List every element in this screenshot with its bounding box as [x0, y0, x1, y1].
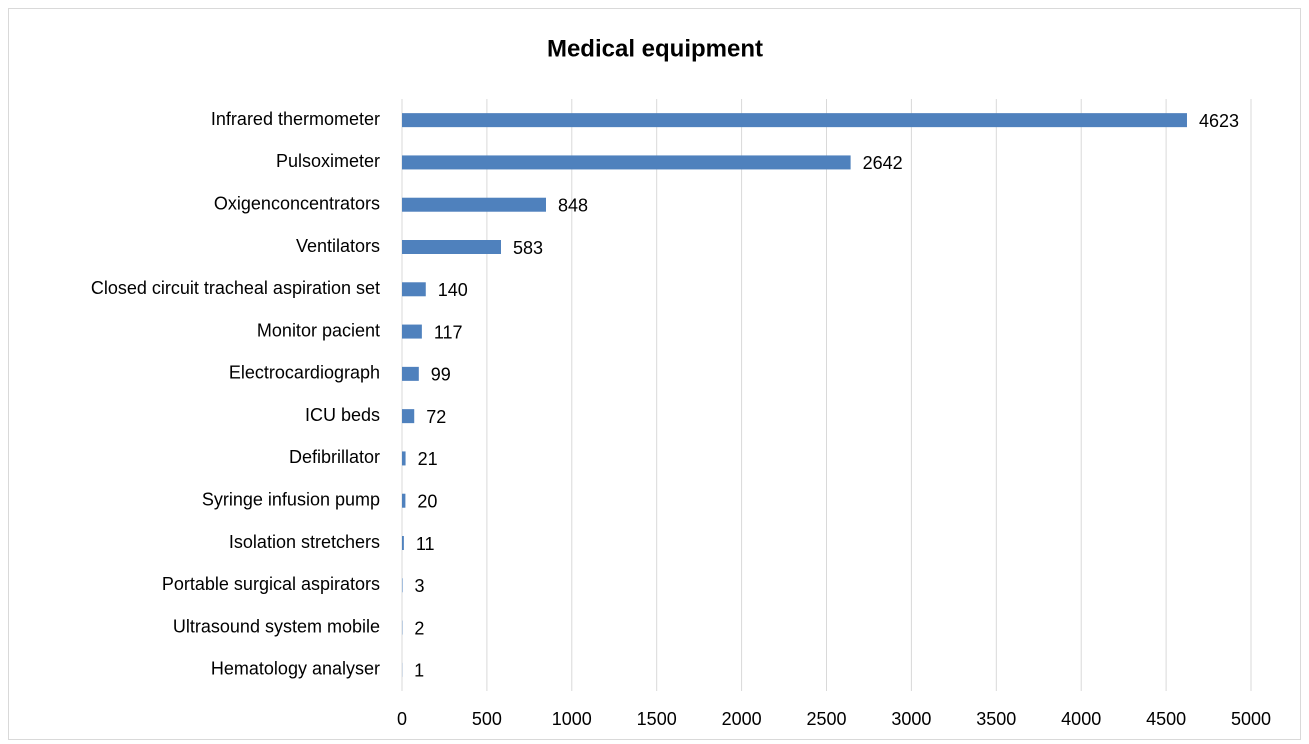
bar [402, 451, 406, 466]
bar [402, 282, 426, 297]
x-tick-label: 3000 [891, 709, 931, 729]
bar [402, 155, 851, 170]
data-label: 1 [414, 661, 424, 681]
chart-title: Medical equipment [547, 35, 763, 62]
bar [402, 493, 406, 508]
x-tick-label: 3500 [976, 709, 1016, 729]
x-tick-label: 4500 [1146, 709, 1186, 729]
y-tick-label: Isolation stretchers [229, 532, 380, 552]
data-label: 848 [558, 195, 588, 215]
bar [402, 240, 501, 254]
bar [402, 578, 403, 593]
data-label: 140 [438, 280, 468, 300]
bar [402, 113, 1187, 128]
data-label: 2 [414, 618, 424, 638]
data-label: 20 [417, 491, 437, 511]
y-tick-label: Syringe infusion pump [202, 489, 380, 509]
bar [402, 324, 422, 339]
y-tick-label: Monitor pacient [257, 320, 380, 340]
data-label: 3 [415, 576, 425, 596]
y-tick-label: ICU beds [305, 405, 380, 425]
bar [402, 536, 404, 550]
y-tick-label: Defibrillator [289, 447, 380, 467]
bar [402, 366, 419, 381]
x-tick-label: 2500 [806, 709, 846, 729]
x-tick-label: 4000 [1061, 709, 1101, 729]
bar [402, 409, 415, 424]
y-tick-label: Pulsoximeter [276, 151, 380, 171]
data-label: 21 [418, 449, 438, 469]
y-tick-label: Oxigenconcentrators [214, 193, 380, 213]
x-tick-label: 5000 [1231, 709, 1271, 729]
data-label: 2642 [863, 153, 903, 173]
y-tick-label: Infrared thermometer [211, 109, 380, 129]
bar [402, 197, 546, 212]
y-tick-label: Electrocardiograph [229, 363, 380, 383]
y-tick-label: Portable surgical aspirators [162, 574, 380, 594]
y-tick-label: Hematology analyser [211, 659, 380, 679]
x-tick-label: 500 [472, 709, 502, 729]
data-label: 72 [426, 407, 446, 427]
y-tick-label: Ultrasound system mobile [173, 616, 380, 636]
chart-border [8, 8, 1301, 740]
data-label: 117 [434, 322, 463, 342]
data-label: 583 [513, 238, 543, 258]
data-label: 99 [431, 365, 451, 385]
data-label: 4623 [1199, 111, 1239, 131]
data-label: 11 [416, 534, 435, 554]
y-tick-label: Closed circuit tracheal aspiration set [91, 278, 380, 298]
y-tick-label: Ventilators [296, 236, 380, 256]
x-tick-label: 0 [397, 709, 407, 729]
x-tick-label: 1000 [552, 709, 592, 729]
x-tick-label: 1500 [637, 709, 677, 729]
x-tick-label: 2000 [722, 709, 762, 729]
